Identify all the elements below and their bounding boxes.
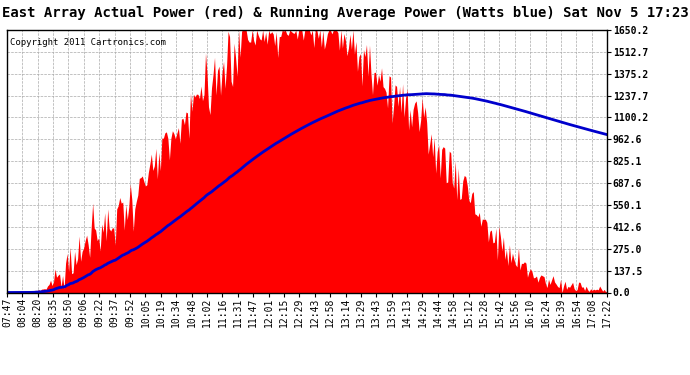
Text: East Array Actual Power (red) & Running Average Power (Watts blue) Sat Nov 5 17:: East Array Actual Power (red) & Running … — [1, 6, 689, 20]
Text: Copyright 2011 Cartronics.com: Copyright 2011 Cartronics.com — [10, 38, 166, 47]
